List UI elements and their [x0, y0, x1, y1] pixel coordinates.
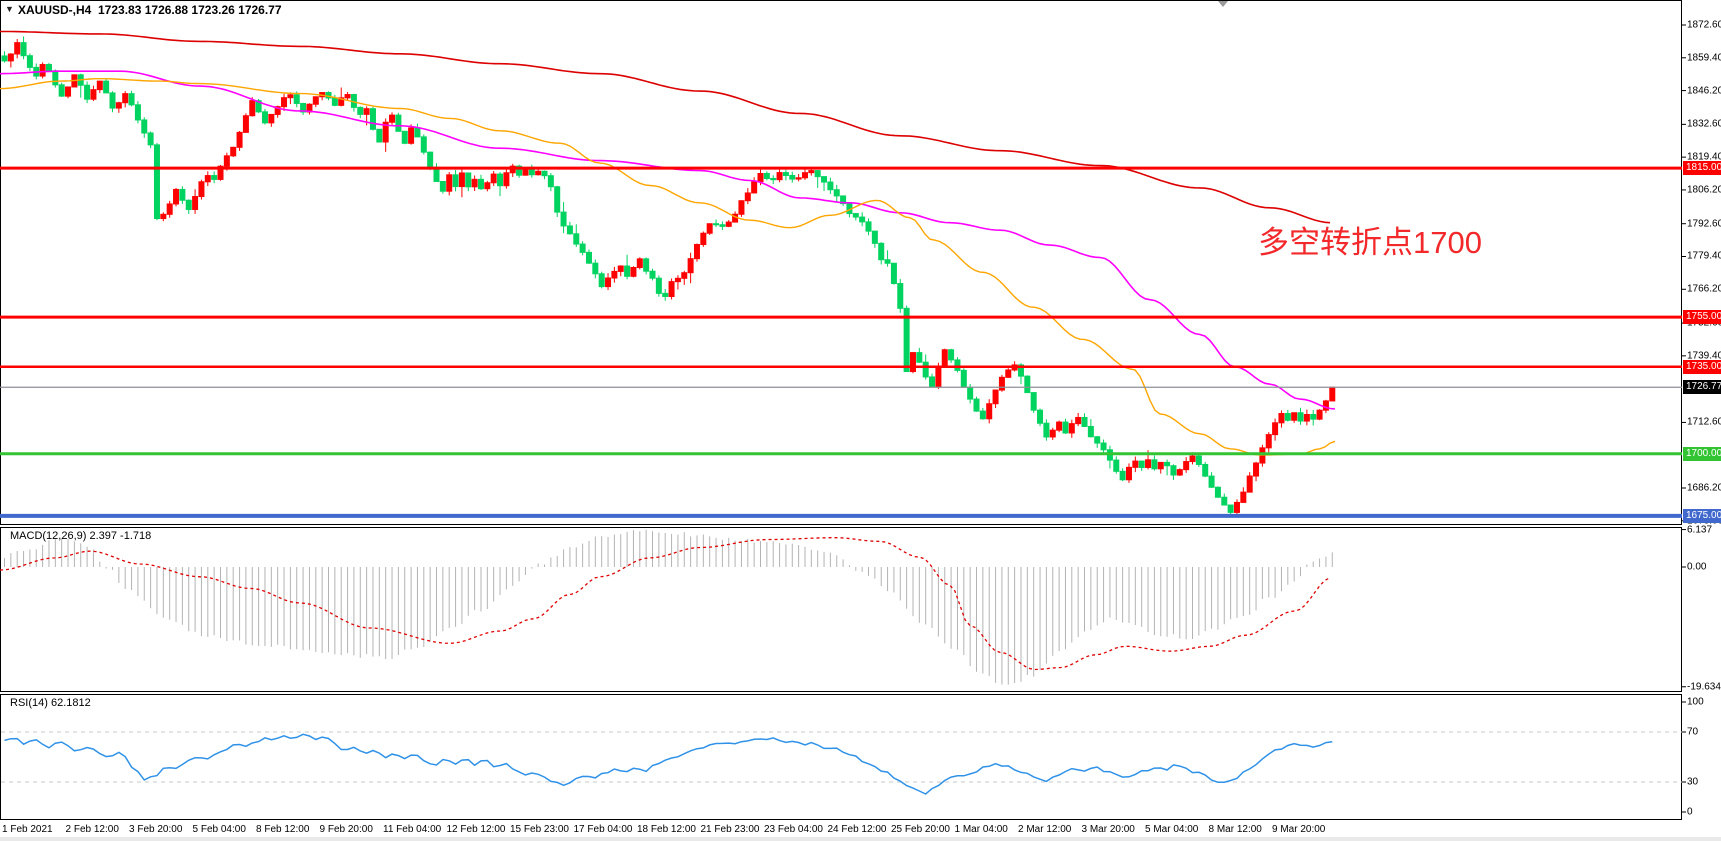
ma-fast-orange [0, 78, 1336, 456]
price-tick: 1779.40 [1687, 250, 1721, 262]
ma-mid-magenta [0, 70, 1336, 410]
time-label: 5 Mar 04:00 [1145, 824, 1199, 835]
time-label: 9 Mar 20:00 [1272, 824, 1326, 835]
current-price-badge[interactable]: 1726.77 [1683, 380, 1721, 395]
rsi-indicator-label: RSI(14) 62.1812 [10, 697, 91, 709]
price-tick: 1806.20 [1687, 184, 1721, 196]
time-label: 17 Feb 04:00 [573, 824, 633, 835]
time-label: 5 Feb 04:00 [192, 824, 246, 835]
time-label: 1 Mar 04:00 [954, 824, 1008, 835]
price-tick: 1832.60 [1687, 118, 1721, 130]
time-label: 2 Feb 12:00 [65, 824, 119, 835]
time-label: 2 Mar 12:00 [1018, 824, 1072, 835]
price-tick: 1792.60 [1687, 218, 1721, 230]
symbol-dropdown-icon[interactable]: ▼ [5, 4, 14, 14]
time-label: 21 Feb 23:00 [700, 824, 760, 835]
time-label: 11 Feb 04:00 [383, 824, 442, 835]
rsi-panel-frame [0, 694, 1682, 820]
time-label: 15 Feb 23:00 [510, 824, 569, 835]
price-tick: 1712.60 [1687, 416, 1721, 428]
time-label: 8 Mar 12:00 [1208, 824, 1262, 835]
macd-tick: 0.00 [1687, 561, 1707, 573]
macd-indicator-label: MACD(12,26,9) 2.397 -1.718 [10, 530, 152, 542]
rsi-tick: 100 [1687, 696, 1704, 708]
main-panel-frame [0, 0, 1682, 525]
price-tick: 1739.40 [1687, 350, 1721, 362]
price-badge-1815.00[interactable]: 1815.00 [1683, 161, 1721, 176]
price-badge-1755.00[interactable]: 1755.00 [1683, 310, 1721, 325]
macd-signal-line [0, 537, 1331, 671]
price-axis[interactable]: 1872.60 1859.40 1846.20 1832.60 1819.40 1806.… [1682, 0, 1721, 820]
time-label: 9 Feb 20:00 [319, 824, 373, 835]
price-tick: 1872.60 [1687, 19, 1721, 31]
price-tick: 1859.40 [1687, 52, 1721, 64]
price-badge-1675.00[interactable]: 1675.00 [1683, 508, 1721, 523]
chart-title-ohlc: XAUUSD-,H4 1723.83 1726.88 1723.26 1726.… [18, 3, 282, 17]
macd-tick: -19.634 [1687, 681, 1721, 693]
macd-panel-frame [0, 527, 1682, 692]
price-tick: 1686.20 [1687, 482, 1721, 494]
time-axis[interactable]: 1 Feb 2021 2 Feb 12:00 3 Feb 20:00 5 Feb 04… [0, 820, 1721, 841]
time-label: 12 Feb 12:00 [446, 824, 506, 835]
ma-slow-red [0, 30, 1331, 224]
time-label: 23 Feb 04:00 [764, 824, 823, 835]
time-axis-strip [0, 837, 1721, 841]
chart-shift-marker-icon[interactable] [1218, 1, 1228, 7]
price-badge-1735.00[interactable]: 1735.00 [1683, 359, 1721, 374]
candles-layer [1, 36, 1336, 516]
time-label: 18 Feb 12:00 [637, 824, 696, 835]
rsi-tick: 70 [1687, 726, 1699, 738]
time-label: 1 Feb 2021 [2, 824, 53, 835]
time-label: 3 Mar 20:00 [1081, 824, 1135, 835]
rsi-tick: 30 [1687, 776, 1699, 788]
rsi-line [4, 733, 1333, 795]
time-label: 8 Feb 12:00 [256, 824, 310, 835]
price-tick: 1846.20 [1687, 85, 1721, 97]
macd-tick: 6.137 [1687, 524, 1713, 536]
time-label: 25 Feb 20:00 [891, 824, 950, 835]
price-tick: 1766.20 [1687, 283, 1721, 295]
rsi-tick: 0 [1687, 806, 1693, 818]
macd-histogram [4, 529, 1333, 685]
time-label: 3 Feb 20:00 [129, 824, 183, 835]
price-tick: 1819.40 [1687, 151, 1721, 163]
time-label: 24 Feb 12:00 [827, 824, 887, 835]
price-badge-1700.00[interactable]: 1700.00 [1683, 446, 1721, 461]
annotation-text: 多空转折点1700 [1258, 225, 1482, 260]
